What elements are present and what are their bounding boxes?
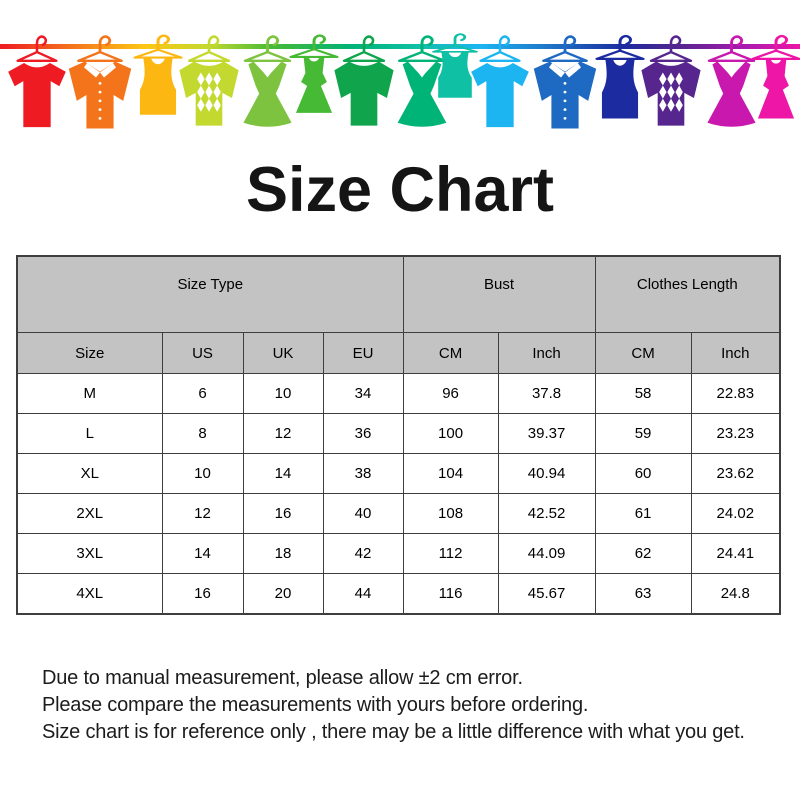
table-cell: 44.09 [497, 533, 596, 575]
clothesline [0, 44, 800, 49]
table-cell: 42.52 [497, 493, 596, 535]
table-cell: 100 [402, 413, 499, 455]
table-cell: 60 [594, 453, 692, 495]
table-cell: 108 [402, 493, 499, 535]
clothes-banner [0, 32, 800, 130]
table-cell: 104 [402, 453, 499, 495]
table-cell: 10 [242, 373, 324, 415]
column-header-size: Size [16, 332, 163, 375]
table-cell: 16 [242, 493, 324, 535]
table-cell: 36 [322, 413, 404, 455]
table-cell: 2XL [16, 493, 163, 535]
blue-shirt-icon [532, 35, 598, 130]
table-cell: 44 [322, 573, 404, 615]
table-cell: 37.8 [497, 373, 596, 415]
column-header-length-inch: Inch [690, 332, 781, 375]
size-table: Size Type Bust Clothes Length Size US UK… [16, 255, 782, 616]
note-reference-only: Size chart is for reference only , there… [42, 721, 745, 744]
column-header-bust-inch: Inch [497, 332, 596, 375]
table-body: M 6 10 34 96 37.8 58 22.83 L 8 12 36 100 39.37 59 23.23… [16, 373, 781, 615]
table-cell: 10 [161, 453, 244, 495]
group-header-size-type: Size Type [16, 255, 404, 334]
table-cell: 40 [322, 493, 404, 535]
table-cell: 59 [594, 413, 692, 455]
table-cell: 42 [322, 533, 404, 575]
table-cell: 12 [161, 493, 244, 535]
disclaimer-notes: Due to manual measurement, please allow … [42, 665, 800, 746]
table-cell: 34 [322, 373, 404, 415]
table-cell: 14 [161, 533, 244, 575]
table-cell: 62 [594, 533, 692, 575]
table-header: Size Type Bust Clothes Length Size US UK… [16, 255, 781, 375]
table-cell: XL [16, 453, 163, 495]
table-row: 2XL 12 16 40 108 42.52 61 24.02 [16, 493, 781, 535]
table-cell: L [16, 413, 163, 455]
red-tshirt-icon [6, 35, 68, 129]
table-cell: 112 [402, 533, 499, 575]
group-header-bust: Bust [402, 255, 596, 334]
column-header-row: Size US UK EU CM Inch CM Inch [16, 332, 781, 375]
green-sweater-icon [333, 35, 395, 127]
purple-argyle-sweater-icon [640, 35, 702, 127]
table-row: 4XL 16 20 44 116 45.67 63 24.8 [16, 573, 781, 615]
column-header-us: US [161, 332, 244, 375]
table-cell: 24.8 [690, 573, 781, 615]
group-header-clothes-length: Clothes Length [594, 255, 781, 334]
table-cell: 61 [594, 493, 692, 535]
table-cell: 23.62 [690, 453, 781, 495]
magenta-dress-icon [705, 35, 758, 129]
table-cell: 22.83 [690, 373, 781, 415]
table-cell: 20 [242, 573, 324, 615]
table-cell: 8 [161, 413, 244, 455]
table-cell: 40.94 [497, 453, 596, 495]
table-cell: 39.37 [497, 413, 596, 455]
column-header-bust-cm: CM [402, 332, 499, 375]
table-cell: 6 [161, 373, 244, 415]
cyan-tshirt-icon [469, 35, 531, 129]
column-header-uk: UK [242, 332, 324, 375]
group-header-row: Size Type Bust Clothes Length [16, 255, 781, 334]
table-cell: 4XL [16, 573, 163, 615]
table-cell: 14 [242, 453, 324, 495]
column-header-length-cm: CM [594, 332, 692, 375]
table-cell: 16 [161, 573, 244, 615]
table-cell: M [16, 373, 163, 415]
page-title: Size Chart [245, 155, 555, 225]
table-cell: 63 [594, 573, 692, 615]
note-measurement-error: Due to manual measurement, please allow … [42, 667, 523, 690]
green-dress-icon [241, 35, 294, 129]
table-cell: 38 [322, 453, 404, 495]
orange-shirt-icon [67, 35, 133, 130]
column-header-eu: EU [322, 332, 404, 375]
table-cell: 45.67 [497, 573, 596, 615]
table-row: L 8 12 36 100 39.37 59 23.23 [16, 413, 781, 455]
table-cell: 3XL [16, 533, 163, 575]
table-cell: 58 [594, 373, 692, 415]
table-cell: 23.23 [690, 413, 781, 455]
table-cell: 24.41 [690, 533, 781, 575]
table-cell: 24.02 [690, 493, 781, 535]
table-cell: 18 [242, 533, 324, 575]
note-compare-measurements: Please compare the measurements with you… [42, 694, 589, 717]
table-row: 3XL 14 18 42 112 44.09 62 24.41 [16, 533, 781, 575]
table-row: XL 10 14 38 104 40.94 60 23.62 [16, 453, 781, 495]
table-cell: 116 [402, 573, 499, 615]
table-cell: 96 [402, 373, 499, 415]
table-cell: 12 [242, 413, 324, 455]
table-row: M 6 10 34 96 37.8 58 22.83 [16, 373, 781, 415]
lime-argyle-sweater-icon [178, 35, 240, 127]
